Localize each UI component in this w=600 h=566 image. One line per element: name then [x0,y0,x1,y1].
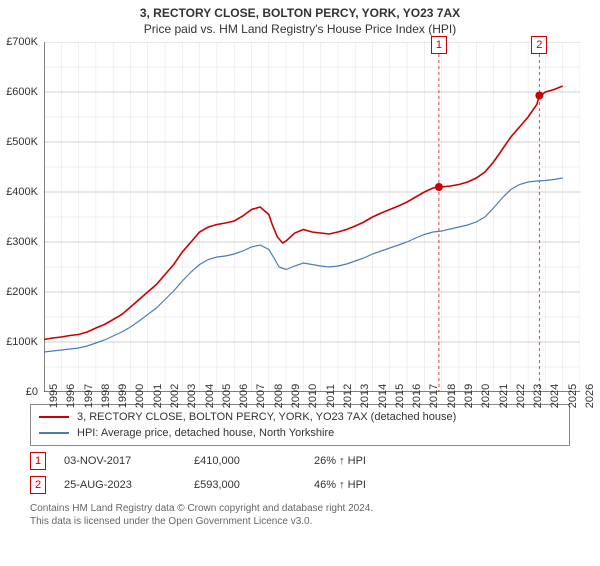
x-axis-tick-label: 2020 [480,384,492,408]
y-axis-tick-label: £200K [6,286,38,298]
x-axis-tick-label: 2025 [567,384,579,408]
x-axis-tick-label: 2013 [359,384,371,408]
footer-attribution: Contains HM Land Registry data © Crown c… [30,502,570,528]
chart-subtitle: Price paid vs. HM Land Registry's House … [0,22,600,36]
x-axis-tick-label: 2014 [377,384,389,408]
x-axis-tick-label: 2002 [169,384,181,408]
footer-line-1: Contains HM Land Registry data © Crown c… [30,502,570,515]
event-badge: 2 [30,476,46,494]
x-axis-tick-label: 2001 [152,384,164,408]
x-axis-tick-label: 1999 [117,384,129,408]
event-marker-balloon: 1 [431,36,447,54]
legend: 3, RECTORY CLOSE, BOLTON PERCY, YORK, YO… [30,404,570,446]
x-axis-tick-label: 1996 [65,384,77,408]
event-date: 25-AUG-2023 [64,479,194,491]
y-axis-tick-label: £300K [6,236,38,248]
legend-swatch [39,416,69,418]
x-axis-tick-label: 1998 [100,384,112,408]
x-axis-tick-label: 2017 [428,384,440,408]
y-axis-tick-label: £700K [6,36,38,48]
legend-item: 3, RECTORY CLOSE, BOLTON PERCY, YORK, YO… [39,409,561,425]
x-axis-tick-label: 2015 [394,384,406,408]
y-axis-tick-label: £400K [6,186,38,198]
x-axis-tick-label: 2018 [446,384,458,408]
x-axis-tick-label: 2005 [221,384,233,408]
x-axis-tick-label: 2012 [342,384,354,408]
x-axis-tick-label: 2009 [290,384,302,408]
event-date: 03-NOV-2017 [64,455,194,467]
x-axis-tick-label: 2019 [463,384,475,408]
x-axis-tick-label: 2006 [238,384,250,408]
x-axis-tick-label: 2010 [307,384,319,408]
y-axis-tick-label: £500K [6,136,38,148]
event-row: 2 25-AUG-2023£593,00046% ↑ HPI [30,476,570,494]
legend-item: HPI: Average price, detached house, Nort… [39,425,561,441]
x-axis-tick-label: 2026 [584,384,596,408]
x-axis-tick-label: 2022 [515,384,527,408]
event-price: £410,000 [194,455,314,467]
x-axis-tick-label: 2016 [411,384,423,408]
event-delta: 26% ↑ HPI [314,455,424,467]
x-axis-tick-label: 2000 [134,384,146,408]
event-marker-balloon: 2 [531,36,547,54]
event-price: £593,000 [194,479,314,491]
x-axis-tick-label: 2008 [273,384,285,408]
event-delta: 46% ↑ HPI [314,479,424,491]
x-axis-tick-label: 2024 [549,384,561,408]
legend-swatch [39,432,69,434]
y-axis-tick-label: £0 [26,386,38,398]
y-axis-tick-label: £100K [6,336,38,348]
chart-svg [44,42,580,392]
chart-area: £0£100K£200K£300K£400K£500K£600K£700K 19… [44,42,580,392]
legend-label: 3, RECTORY CLOSE, BOLTON PERCY, YORK, YO… [77,411,456,423]
event-row: 1 03-NOV-2017£410,00026% ↑ HPI [30,452,570,470]
footer-line-2: This data is licensed under the Open Gov… [30,515,570,528]
x-axis-tick-label: 2021 [498,384,510,408]
event-badge: 1 [30,452,46,470]
x-axis-tick-label: 2003 [186,384,198,408]
x-axis-tick-label: 1995 [48,384,60,408]
x-axis-tick-label: 1997 [83,384,95,408]
x-axis-tick-label: 2011 [325,384,337,408]
chart-title: 3, RECTORY CLOSE, BOLTON PERCY, YORK, YO… [0,6,600,20]
x-axis-tick-label: 2023 [532,384,544,408]
x-axis-tick-label: 2007 [255,384,267,408]
legend-label: HPI: Average price, detached house, Nort… [77,427,334,439]
x-axis-tick-label: 2004 [204,384,216,408]
y-axis-tick-label: £600K [6,86,38,98]
